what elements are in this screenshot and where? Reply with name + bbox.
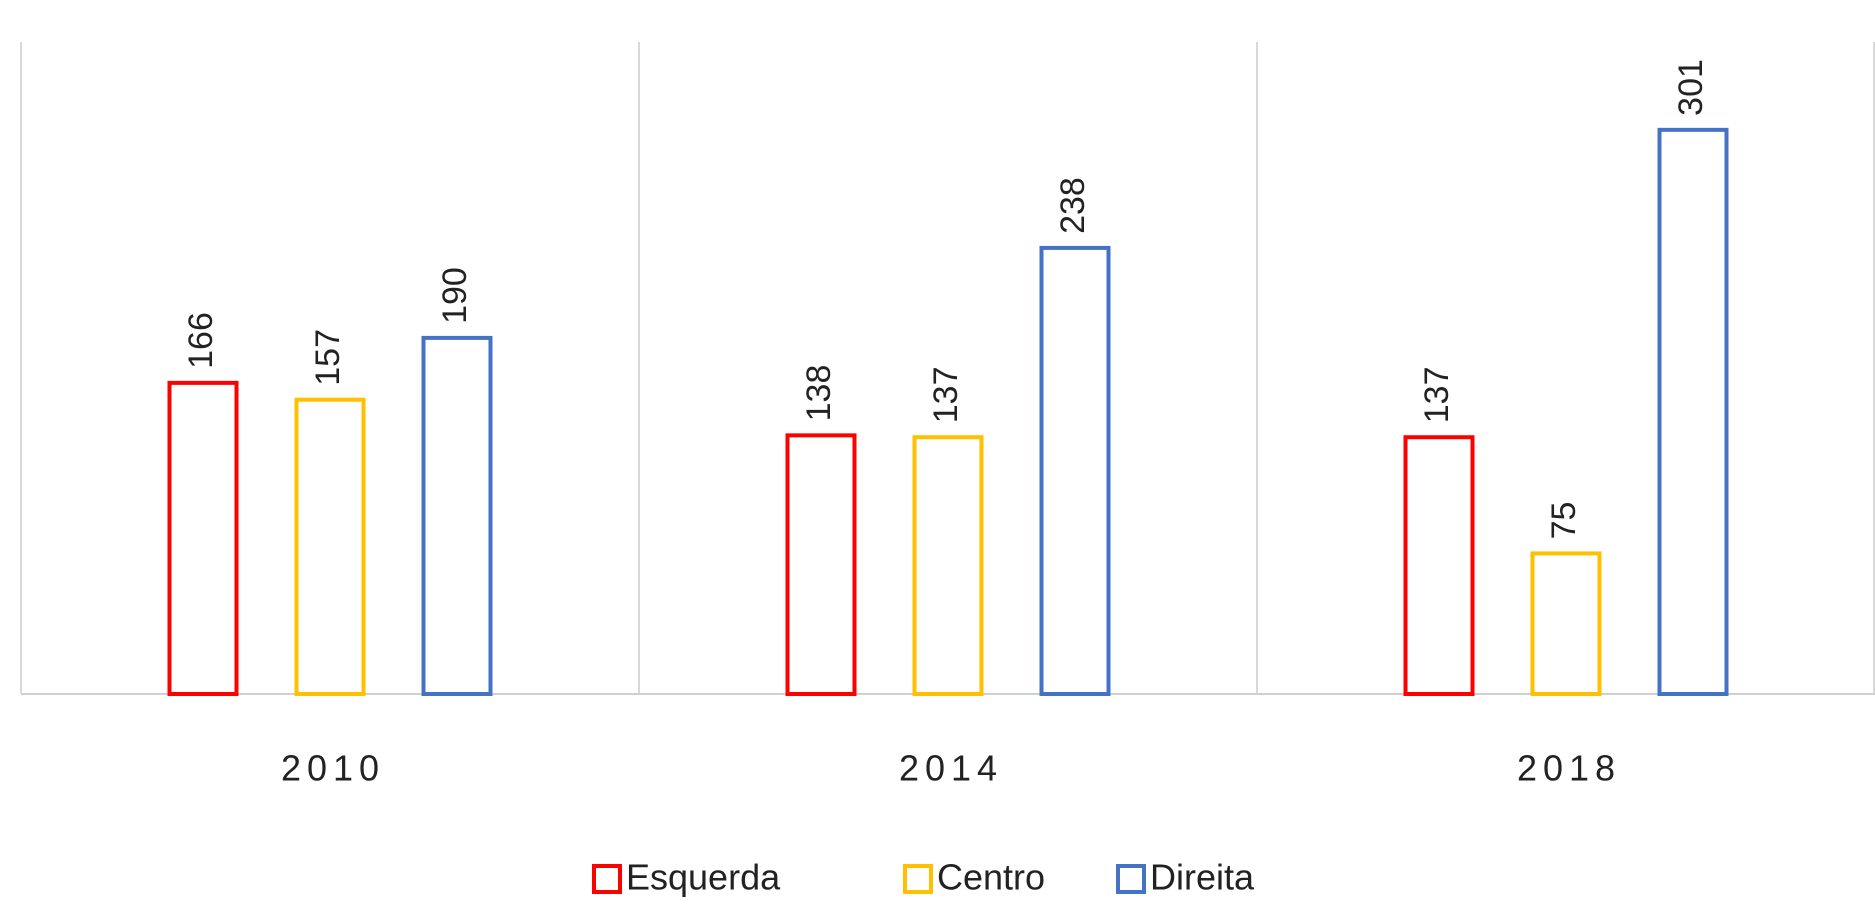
legend-swatch xyxy=(592,864,622,894)
value-label: 137 xyxy=(927,366,965,423)
bar xyxy=(1403,435,1475,696)
legend-label: Esquerda xyxy=(626,857,781,898)
x-tick-label: 2018 xyxy=(1517,748,1621,789)
value-label: 166 xyxy=(182,312,220,369)
bar xyxy=(1657,127,1729,696)
legend-swatch xyxy=(1116,864,1146,894)
bar xyxy=(1039,245,1111,696)
bar xyxy=(912,435,984,696)
value-label: 301 xyxy=(1672,59,1710,116)
bar xyxy=(167,380,239,696)
value-label: 157 xyxy=(309,329,347,386)
bar xyxy=(785,433,857,696)
value-label: 138 xyxy=(800,365,838,422)
legend-label: Centro xyxy=(937,857,1045,898)
legend-swatch xyxy=(903,864,933,894)
x-tick-label: 2014 xyxy=(899,748,1003,789)
value-label: 75 xyxy=(1545,502,1583,540)
bar xyxy=(294,397,366,696)
value-label: 137 xyxy=(1418,366,1456,423)
legend-label: Direita xyxy=(1150,857,1255,898)
bar xyxy=(1530,551,1602,697)
value-label: 238 xyxy=(1054,177,1092,234)
bar xyxy=(421,335,493,696)
value-label: 190 xyxy=(436,267,474,324)
x-tick-label: 2010 xyxy=(281,748,385,789)
